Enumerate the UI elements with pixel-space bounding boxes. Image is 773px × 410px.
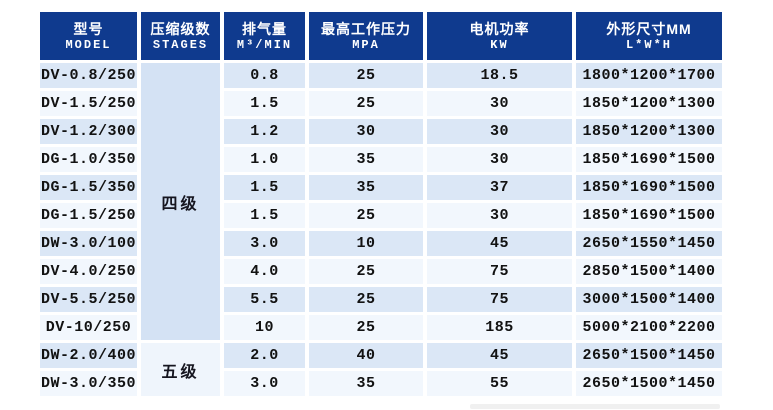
displacement-cell: 10: [224, 315, 305, 340]
dimensions-cell: 2650*1500*1450: [576, 343, 722, 368]
model-cell: DV-4.0/250: [40, 259, 137, 284]
col-header-pressure-en: MPA: [352, 37, 380, 52]
dimensions-cell: 2650*1550*1450: [576, 231, 722, 256]
stage-cell-five: 五级: [141, 343, 220, 396]
table-body: DV-0.8/250 四级 0.8 25 18.5 1800*1200*1700…: [40, 63, 722, 396]
pressure-cell: 35: [309, 147, 423, 172]
col-header-displacement-zh: 排气量: [242, 20, 287, 37]
displacement-cell: 4.0: [224, 259, 305, 284]
dimensions-cell: 5000*2100*2200: [576, 315, 722, 340]
model-cell: DG-1.5/250: [40, 203, 137, 228]
col-header-displacement: 排气量 M³/MIN: [224, 12, 305, 60]
model-cell: DW-2.0/400: [40, 343, 137, 368]
displacement-cell: 1.0: [224, 147, 305, 172]
table-row: DV-1.2/300 1.2 30 30 1850*1200*1300: [40, 119, 722, 144]
dimensions-cell: 1850*1690*1500: [576, 175, 722, 200]
power-cell: 30: [427, 147, 572, 172]
col-header-stages-zh: 压缩级数: [150, 20, 211, 37]
table-row: DV-0.8/250 四级 0.8 25 18.5 1800*1200*1700: [40, 63, 722, 340]
pressure-cell: 35: [309, 371, 423, 396]
power-cell: 185: [427, 315, 572, 340]
pressure-cell: 25: [309, 259, 423, 284]
power-cell: 55: [427, 371, 572, 396]
power-cell: 45: [427, 343, 572, 368]
table-header: 型号 MODEL 压缩级数 STAGES 排气量 M³/MIN 最高工作压力 M…: [40, 12, 722, 60]
table-row: DW-3.0/350 3.0 35 55 2650*1500*1450: [40, 371, 722, 396]
dimensions-cell: 3000*1500*1400: [576, 287, 722, 312]
model-cell: DV-10/250: [40, 315, 137, 340]
pressure-cell: 25: [309, 63, 423, 88]
displacement-cell: 1.5: [224, 91, 305, 116]
displacement-cell: 5.5: [224, 287, 305, 312]
col-header-pressure: 最高工作压力 MPA: [309, 12, 423, 60]
col-header-displacement-en: M³/MIN: [236, 37, 293, 52]
table-row: DG-1.5/250 1.5 25 30 1850*1690*1500: [40, 203, 722, 228]
col-header-model-zh: 型号: [73, 20, 104, 37]
pressure-cell: 25: [309, 91, 423, 116]
col-header-power: 电机功率 KW: [427, 12, 572, 60]
col-header-dimensions: 外形尺寸MM L*W*H: [576, 12, 722, 60]
model-cell: DV-5.5/250: [40, 287, 137, 312]
pressure-cell: 30: [309, 119, 423, 144]
displacement-cell: 3.0: [224, 231, 305, 256]
model-cell: DW-3.0/350: [40, 371, 137, 396]
displacement-cell: 1.5: [224, 203, 305, 228]
col-header-stages: 压缩级数 STAGES: [141, 12, 220, 60]
dimensions-cell: 1850*1200*1300: [576, 119, 722, 144]
power-cell: 37: [427, 175, 572, 200]
dimensions-cell: 2850*1500*1400: [576, 259, 722, 284]
pressure-cell: 35: [309, 175, 423, 200]
cropped-content-artifact: [470, 404, 720, 409]
dimensions-cell: 1850*1690*1500: [576, 203, 722, 228]
displacement-cell: 0.8: [224, 63, 305, 88]
compressor-spec-table: 型号 MODEL 压缩级数 STAGES 排气量 M³/MIN 最高工作压力 M…: [36, 9, 726, 399]
dimensions-cell: 1800*1200*1700: [576, 63, 722, 88]
col-header-dimensions-zh: 外形尺寸MM: [606, 20, 692, 37]
col-header-power-zh: 电机功率: [469, 20, 530, 37]
displacement-cell: 3.0: [224, 371, 305, 396]
table-row: DV-10/250 10 25 185 5000*2100*2200: [40, 315, 722, 340]
col-header-model: 型号 MODEL: [40, 12, 137, 60]
table-row: DV-5.5/250 5.5 25 75 3000*1500*1400: [40, 287, 722, 312]
col-header-model-en: MODEL: [65, 37, 112, 52]
dimensions-cell: 1850*1200*1300: [576, 91, 722, 116]
dimensions-cell: 1850*1690*1500: [576, 147, 722, 172]
displacement-cell: 2.0: [224, 343, 305, 368]
power-cell: 45: [427, 231, 572, 256]
power-cell: 75: [427, 287, 572, 312]
col-header-power-en: KW: [490, 37, 509, 52]
displacement-cell: 1.5: [224, 175, 305, 200]
col-header-stages-en: STAGES: [152, 37, 209, 52]
model-cell: DV-0.8/250: [40, 63, 137, 88]
col-header-pressure-zh: 最高工作压力: [321, 20, 411, 37]
stage-cell-four: 四级: [141, 63, 220, 340]
power-cell: 30: [427, 119, 572, 144]
pressure-cell: 25: [309, 287, 423, 312]
table-row: DV-1.5/250 1.5 25 30 1850*1200*1300: [40, 91, 722, 116]
table-row: DW-3.0/100 3.0 10 45 2650*1550*1450: [40, 231, 722, 256]
pressure-cell: 25: [309, 315, 423, 340]
power-cell: 30: [427, 203, 572, 228]
model-cell: DG-1.5/350: [40, 175, 137, 200]
displacement-cell: 1.2: [224, 119, 305, 144]
model-cell: DW-3.0/100: [40, 231, 137, 256]
power-cell: 30: [427, 91, 572, 116]
col-header-dimensions-en: L*W*H: [625, 37, 672, 52]
dimensions-cell: 2650*1500*1450: [576, 371, 722, 396]
model-cell: DG-1.0/350: [40, 147, 137, 172]
power-cell: 18.5: [427, 63, 572, 88]
table-row: DG-1.0/350 1.0 35 30 1850*1690*1500: [40, 147, 722, 172]
power-cell: 75: [427, 259, 572, 284]
table-row: DG-1.5/350 1.5 35 37 1850*1690*1500: [40, 175, 722, 200]
model-cell: DV-1.5/250: [40, 91, 137, 116]
table-row: DW-2.0/400 五级 2.0 40 45 2650*1500*1450: [40, 343, 722, 396]
pressure-cell: 40: [309, 343, 423, 368]
model-cell: DV-1.2/300: [40, 119, 137, 144]
pressure-cell: 10: [309, 231, 423, 256]
table-row: DV-4.0/250 4.0 25 75 2850*1500*1400: [40, 259, 722, 284]
pressure-cell: 25: [309, 203, 423, 228]
